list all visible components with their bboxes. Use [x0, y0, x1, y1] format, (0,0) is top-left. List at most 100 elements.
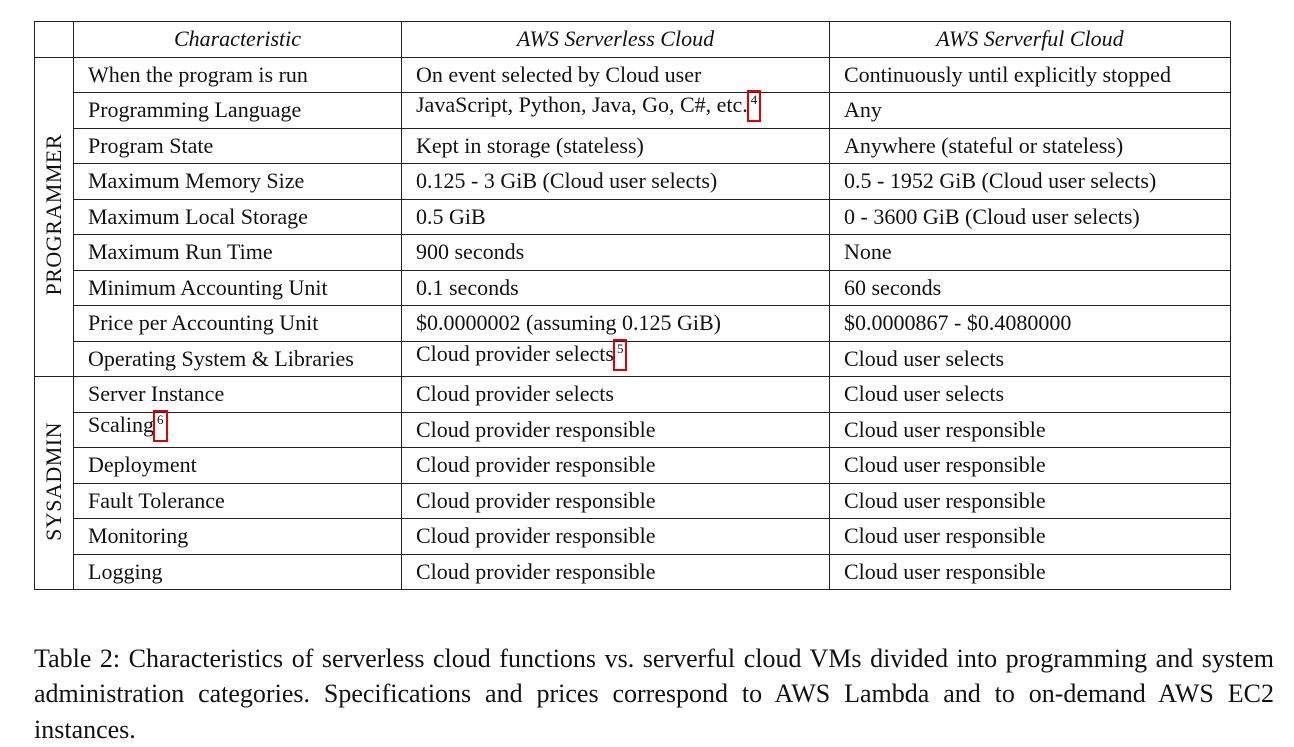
cell-serverless-text: Cloud provider selects — [416, 381, 614, 407]
cell-serverless-text: Cloud provider responsible — [416, 416, 656, 442]
table-header-row: Characteristic AWS Serverless Cloud AWS … — [34, 21, 1231, 58]
cell-characteristic: Maximum Local Storage — [73, 198, 402, 235]
table-row: Scaling 6 Cloud provider responsible Cloud … — [35, 409, 1231, 448]
cell-serverless-text: Kept in storage (stateless) — [416, 132, 644, 158]
cell-serverful-text: Anywhere (stateful or stateless) — [844, 132, 1124, 158]
cell-serverful-text: Cloud user responsible — [844, 487, 1046, 513]
cell-serverless-text: 0.1 seconds — [416, 274, 519, 300]
cell-serverful-text: 0 - 3600 GiB (Cloud user selects) — [844, 203, 1140, 229]
cell-characteristic: Scaling 6 — [73, 409, 402, 448]
cell-characteristic-text: Fault Tolerance — [88, 487, 225, 513]
cell-serverless-text: Cloud provider responsible — [416, 452, 656, 478]
cell-serverful: 0 - 3600 GiB (Cloud user selects) — [829, 198, 1231, 235]
cell-serverless-text: $0.0000002 (assuming 0.125 GiB) — [416, 310, 721, 336]
cell-serverless-text: JavaScript, Python, Java, Go, C#, etc. — [416, 92, 748, 118]
cell-serverful: Cloud user responsible — [829, 518, 1231, 555]
group-label-cell: SYSADMIN — [34, 376, 74, 590]
header-serverful: AWS Serverful Cloud — [829, 21, 1231, 58]
cell-serverless-text: Cloud provider responsible — [416, 487, 656, 513]
cell-characteristic: Server Instance — [73, 376, 402, 413]
footnote-marker[interactable]: 4 — [746, 90, 762, 123]
cell-serverless-text: 0.125 - 3 GiB (Cloud user selects) — [416, 168, 718, 194]
cell-characteristic: Maximum Run Time — [73, 234, 402, 271]
cell-serverful-text: Cloud user responsible — [844, 416, 1046, 442]
table-row: Logging Cloud provider responsible Cloud u… — [35, 553, 1231, 590]
cell-serverful: Anywhere (stateful or stateless) — [829, 127, 1231, 164]
cell-serverless-text: On event selected by Cloud user — [416, 61, 702, 87]
cell-serverful-text: Any — [844, 97, 882, 123]
cell-serverful: $0.0000867 - $0.4080000 — [829, 305, 1231, 342]
cell-serverful: Cloud user responsible — [829, 482, 1231, 519]
cell-serverless-text: Cloud provider selects — [416, 340, 614, 366]
cell-serverful-text: Continuously until explicitly stopped — [844, 61, 1171, 87]
cell-characteristic: Price per Accounting Unit — [73, 305, 402, 342]
comparison-table: Characteristic AWS Serverless Cloud AWS … — [34, 21, 1231, 590]
cell-serverless: Cloud provider selects — [401, 376, 830, 413]
table-row: Operating System & Libraries Cloud provid… — [35, 338, 1231, 377]
cell-characteristic-text: Operating System & Libraries — [88, 345, 354, 371]
cell-characteristic: Minimum Accounting Unit — [73, 269, 402, 306]
footnote-marker[interactable]: 6 — [153, 409, 168, 442]
cell-serverful: Continuously until explicitly stopped — [829, 56, 1231, 93]
cell-characteristic-text: Program State — [88, 132, 214, 158]
cell-characteristic: Operating System & Libraries — [73, 340, 402, 377]
cell-serverless: JavaScript, Python, Java, Go, C#, etc. 4 — [401, 90, 830, 129]
cell-serverful: Cloud user responsible — [829, 411, 1231, 448]
cell-serverful-text: 0.5 - 1952 GiB (Cloud user selects) — [844, 168, 1157, 194]
table-row: Programming Language JavaScript, Python, … — [35, 90, 1231, 129]
table-row: PROGRAMMER When the program is run On even… — [34, 56, 1231, 377]
table-row: Deployment Cloud provider responsible Clou… — [35, 447, 1231, 484]
cell-serverful: Any — [829, 92, 1231, 129]
cell-serverful: Cloud user selects — [829, 376, 1231, 413]
cell-characteristic-text: Price per Accounting Unit — [88, 310, 319, 336]
cell-characteristic: Monitoring — [73, 518, 402, 555]
cell-serverful: Cloud user responsible — [829, 553, 1231, 590]
cell-characteristic-text: Programming Language — [88, 97, 302, 123]
cell-characteristic-text: Logging — [88, 558, 163, 584]
cell-serverless-text: 900 seconds — [416, 239, 525, 265]
cell-characteristic-text: Minimum Accounting Unit — [88, 274, 328, 300]
cell-serverful-text: None — [844, 239, 892, 265]
group-header-cell — [34, 21, 74, 58]
comparison-table-container: Characteristic AWS Serverless Cloud AWS … — [34, 21, 1231, 590]
table-row: Program State Kept in storage (stateless)… — [35, 127, 1231, 164]
cell-serverful-text: Cloud user responsible — [844, 523, 1046, 549]
header-serverless: AWS Serverless Cloud — [401, 21, 830, 58]
cell-serverful: Cloud user responsible — [829, 447, 1231, 484]
cell-serverless: Cloud provider responsible — [401, 411, 830, 448]
table-row: Maximum Memory Size 0.125 - 3 GiB (Cloud … — [35, 163, 1231, 200]
group-label: PROGRAMMER — [41, 134, 66, 296]
cell-characteristic: Logging — [73, 553, 402, 590]
cell-serverful-text: 60 seconds — [844, 274, 942, 300]
cell-characteristic-text: When the program is run — [88, 61, 308, 87]
table-row: Monitoring Cloud provider responsible Clou… — [35, 518, 1231, 555]
cell-serverful: Cloud user selects — [829, 340, 1231, 377]
cell-serverless: 900 seconds — [401, 234, 830, 271]
cell-characteristic-text: Scaling — [88, 411, 154, 437]
cell-serverless: 0.5 GiB — [401, 198, 830, 235]
cell-serverless-text: 0.5 GiB — [416, 203, 486, 229]
cell-serverless-text: Cloud provider responsible — [416, 558, 656, 584]
cell-characteristic: Program State — [73, 127, 402, 164]
table-caption: Table 2: Characteristics of serverless c… — [34, 644, 1274, 744]
cell-serverless: 0.1 seconds — [401, 269, 830, 306]
cell-serverful-text: Cloud user selects — [844, 381, 1005, 407]
cell-characteristic: Deployment — [73, 447, 402, 484]
cell-characteristic-text: Maximum Run Time — [88, 239, 273, 265]
cell-serverful-text: Cloud user responsible — [844, 558, 1046, 584]
cell-serverless: On event selected by Cloud user — [401, 56, 830, 93]
cell-serverful: 60 seconds — [829, 269, 1231, 306]
cell-serverful-text: $0.0000867 - $0.4080000 — [844, 310, 1072, 336]
cell-characteristic-text: Server Instance — [88, 381, 225, 407]
cell-characteristic: Programming Language — [73, 92, 402, 129]
cell-serverful-text: Cloud user selects — [844, 345, 1005, 371]
cell-characteristic: Fault Tolerance — [73, 482, 402, 519]
cell-serverless: Kept in storage (stateless) — [401, 127, 830, 164]
cell-serverless: 0.125 - 3 GiB (Cloud user selects) — [401, 163, 830, 200]
cell-characteristic-text: Deployment — [88, 452, 197, 478]
cell-serverless: Cloud provider selects 5 — [401, 338, 830, 377]
footnote-marker[interactable]: 5 — [612, 338, 628, 371]
table-row: Fault Tolerance Cloud provider responsibl… — [35, 482, 1231, 519]
cell-characteristic-text: Maximum Local Storage — [88, 203, 308, 229]
cell-serverless-text: Cloud provider responsible — [416, 523, 656, 549]
